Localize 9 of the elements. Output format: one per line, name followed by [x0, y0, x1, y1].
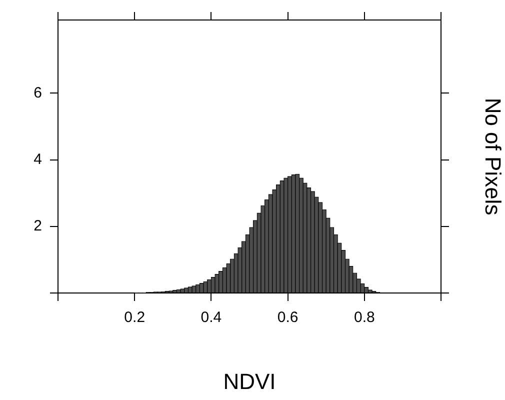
x-tick-label: 0.2 [124, 309, 146, 326]
y-tick-label: 6 [34, 84, 42, 102]
x-tick-label: 0.8 [354, 309, 375, 326]
y-axis-title: No of Pixels [480, 98, 505, 216]
x-axis-title: NDVI [223, 368, 276, 394]
y-tick-label: 4 [34, 150, 42, 168]
y-tick-label: 2 [34, 218, 42, 235]
x-tick-label: 0.6 [277, 309, 298, 326]
x-tick-label: 0.4 [200, 309, 222, 326]
